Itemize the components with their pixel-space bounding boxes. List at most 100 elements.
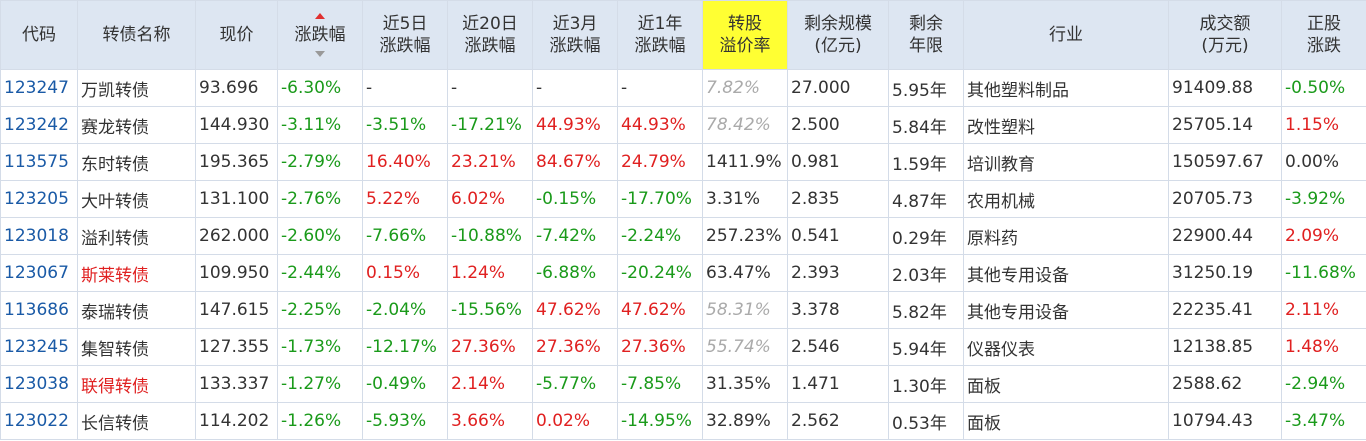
cell-industry: 农用机械: [963, 180, 1169, 218]
cell-code[interactable]: 123018: [0, 217, 78, 255]
cell-code[interactable]: 113575: [0, 143, 78, 181]
table-row[interactable]: 123242 赛龙转债 144.930 -3.11% -3.51% -17.21% 44.9…: [0, 106, 1366, 144]
table-row[interactable]: 123022 长信转债 114.202 -1.26% -5.93% 3.66% 0.02% -…: [0, 402, 1366, 440]
cell-code[interactable]: 123242: [0, 106, 78, 144]
table-row[interactable]: 123245 集智转债 127.355 -1.73% -12.17% 27.36% 27.3…: [0, 328, 1366, 366]
cell-prem: 78.42%: [702, 106, 788, 144]
col-header-industry[interactable]: 行业: [963, 0, 1169, 70]
cell-vol: 22900.44: [1168, 217, 1282, 255]
cell-code[interactable]: 123022: [0, 402, 78, 440]
col-header-stock-change[interactable]: 正股 涨跌: [1281, 0, 1366, 70]
cell-chg: -6.30%: [277, 69, 363, 107]
table-row[interactable]: 113575 东时转债 195.365 -2.79% 16.40% 23.21% 84.67…: [0, 143, 1366, 181]
cell-stock: 0.00%: [1281, 143, 1366, 181]
cell-name[interactable]: 斯莱转债: [77, 254, 196, 292]
table-row[interactable]: 123247 万凯转债 93.696 -6.30% - - - -7.82% 27.000 5.9…: [0, 69, 1366, 107]
cell-d5: -3.51%: [362, 106, 448, 144]
col-header-1y[interactable]: 近1年 涨跌幅: [617, 0, 703, 70]
cell-stock: 1.15%: [1281, 106, 1366, 144]
cell-d5: 16.40%: [362, 143, 448, 181]
cell-name[interactable]: 大叶转债: [77, 180, 196, 218]
cell-vol: 2588.62: [1168, 365, 1282, 403]
cell-price: 93.696: [195, 69, 278, 107]
cell-price: 147.615: [195, 291, 278, 329]
table-row[interactable]: 123038 联得转债 133.337 -1.27% -0.49% 2.14% -5.77%…: [0, 365, 1366, 403]
col-header-premium[interactable]: 转股 溢价率: [702, 0, 788, 70]
cell-prem: 63.47%: [702, 254, 788, 292]
cell-years: 5.95年: [888, 69, 964, 107]
col-header-name[interactable]: 转债名称: [77, 0, 196, 70]
col-header-change[interactable]: 涨跌幅: [277, 0, 363, 70]
cell-years: 1.59年: [888, 143, 964, 181]
cell-y1: -14.95%: [617, 402, 703, 440]
cell-d5: -: [362, 69, 448, 107]
cell-vol: 31250.19: [1168, 254, 1282, 292]
col-header-3m[interactable]: 近3月 涨跌幅: [532, 0, 618, 70]
cell-name[interactable]: 集智转债: [77, 328, 196, 366]
cell-industry: 其他塑料制品: [963, 69, 1169, 107]
col-header-20d[interactable]: 近20日 涨跌幅: [447, 0, 533, 70]
cell-name[interactable]: 溢利转债: [77, 217, 196, 255]
cell-scale: 1.471: [787, 365, 889, 403]
cell-y1: -20.24%: [617, 254, 703, 292]
cell-name[interactable]: 万凯转债: [77, 69, 196, 107]
cell-prem: 31.35%: [702, 365, 788, 403]
cell-name[interactable]: 联得转债: [77, 365, 196, 403]
cell-prem: 3.31%: [702, 180, 788, 218]
cell-m3: 47.62%: [532, 291, 618, 329]
cell-vol: 150597.67: [1168, 143, 1282, 181]
cell-price: 131.100: [195, 180, 278, 218]
cell-price: 195.365: [195, 143, 278, 181]
col-header-volume[interactable]: 成交额 (万元): [1168, 0, 1282, 70]
cell-scale: 0.981: [787, 143, 889, 181]
cell-m3: -: [532, 69, 618, 107]
cell-stock: -2.94%: [1281, 365, 1366, 403]
table-row[interactable]: 123067 斯莱转债 109.950 -2.44% 0.15% 1.24% -6.88% -…: [0, 254, 1366, 292]
col-header-code[interactable]: 代码: [0, 0, 78, 70]
table-row[interactable]: 113686 泰瑞转债 147.615 -2.25% -2.04% -15.56% 47.6…: [0, 291, 1366, 329]
cell-industry: 面板: [963, 402, 1169, 440]
cell-chg: -2.44%: [277, 254, 363, 292]
cell-chg: -2.25%: [277, 291, 363, 329]
col-header-scale[interactable]: 剩余规模 (亿元): [787, 0, 889, 70]
cell-name[interactable]: 长信转债: [77, 402, 196, 440]
cell-prem: 58.31%: [702, 291, 788, 329]
cell-code[interactable]: 123245: [0, 328, 78, 366]
cell-code[interactable]: 123205: [0, 180, 78, 218]
cell-y1: 24.79%: [617, 143, 703, 181]
cell-m3: 44.93%: [532, 106, 618, 144]
cell-code[interactable]: 123247: [0, 69, 78, 107]
cell-years: 1.30年: [888, 365, 964, 403]
cell-years: 5.94年: [888, 328, 964, 366]
cell-code[interactable]: 123038: [0, 365, 78, 403]
cell-vol: 12138.85: [1168, 328, 1282, 366]
cell-vol: 25705.14: [1168, 106, 1282, 144]
cell-stock: -0.50%: [1281, 69, 1366, 107]
cell-code[interactable]: 113686: [0, 291, 78, 329]
cell-price: 133.337: [195, 365, 278, 403]
cell-y1: -7.85%: [617, 365, 703, 403]
col-header-5d[interactable]: 近5日 涨跌幅: [362, 0, 448, 70]
cell-stock: -3.92%: [1281, 180, 1366, 218]
cell-name[interactable]: 赛龙转债: [77, 106, 196, 144]
cell-industry: 其他专用设备: [963, 291, 1169, 329]
cell-m3: 84.67%: [532, 143, 618, 181]
cell-d20: 1.24%: [447, 254, 533, 292]
cell-d20: -15.56%: [447, 291, 533, 329]
cell-prem: 32.89%: [702, 402, 788, 440]
cell-name[interactable]: 东时转债: [77, 143, 196, 181]
cell-name[interactable]: 泰瑞转债: [77, 291, 196, 329]
cell-stock: 1.48%: [1281, 328, 1366, 366]
cell-code[interactable]: 123067: [0, 254, 78, 292]
cell-m3: -7.42%: [532, 217, 618, 255]
cell-chg: -2.76%: [277, 180, 363, 218]
cell-scale: 2.562: [787, 402, 889, 440]
cell-d20: 6.02%: [447, 180, 533, 218]
cell-m3: -6.88%: [532, 254, 618, 292]
cell-price: 262.000: [195, 217, 278, 255]
cell-stock: 2.11%: [1281, 291, 1366, 329]
table-row[interactable]: 123205 大叶转债 131.100 -2.76% 5.22% 6.02% -0.15% -…: [0, 180, 1366, 218]
col-header-years[interactable]: 剩余 年限: [888, 0, 964, 70]
table-row[interactable]: 123018 溢利转债 262.000 -2.60% -7.66% -10.88% -7.4…: [0, 217, 1366, 255]
col-header-price[interactable]: 现价: [195, 0, 278, 70]
